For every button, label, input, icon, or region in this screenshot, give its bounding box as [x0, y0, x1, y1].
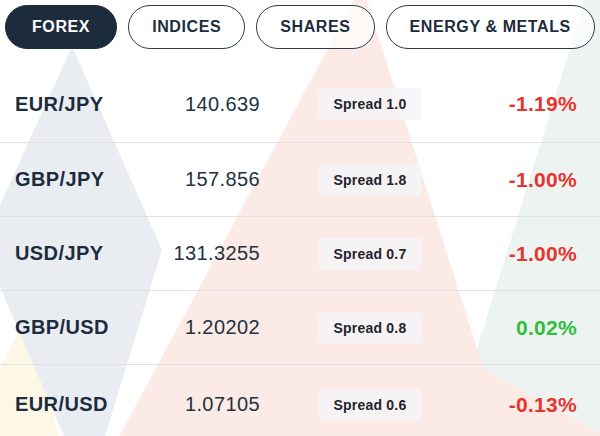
table-row[interactable]: EUR/USD 1.07105 Spread 0.6 -0.13% [0, 364, 600, 436]
pair-label: EUR/USD [0, 393, 150, 416]
change-value: -0.13% [480, 393, 600, 417]
table-row[interactable]: USD/JPY 131.3255 Spread 0.7 -1.00% [0, 216, 600, 290]
price-value: 1.20202 [150, 316, 260, 339]
price-value: 140.639 [150, 93, 260, 116]
change-value: -1.00% [480, 168, 600, 192]
spread-column: Spread 1.8 [260, 164, 480, 196]
change-value: 0.02% [480, 316, 600, 340]
spread-badge: Spread 0.8 [319, 312, 422, 344]
spread-column: Spread 0.7 [260, 238, 480, 270]
change-value: -1.19% [480, 92, 600, 116]
table-row[interactable]: GBP/USD 1.20202 Spread 0.8 0.02% [0, 290, 600, 364]
spread-badge: Spread 1.0 [319, 88, 422, 120]
spread-column: Spread 1.0 [260, 88, 480, 120]
table-row[interactable]: GBP/JPY 157.856 Spread 1.8 -1.00% [0, 142, 600, 216]
table-row[interactable]: EUR/JPY 140.639 Spread 1.0 -1.19% [0, 60, 600, 142]
category-tab-bar: FOREX INDICES SHARES ENERGY & METALS [5, 5, 595, 49]
spread-badge: Spread 0.7 [319, 238, 422, 270]
pair-label: EUR/JPY [0, 93, 150, 116]
spread-column: Spread 0.8 [260, 312, 480, 344]
price-value: 131.3255 [150, 242, 260, 265]
price-value: 157.856 [150, 168, 260, 191]
pair-label: GBP/USD [0, 316, 150, 339]
pair-label: GBP/JPY [0, 168, 150, 191]
spread-badge: Spread 1.8 [319, 164, 422, 196]
pair-label: USD/JPY [0, 242, 150, 265]
tab-shares[interactable]: SHARES [256, 5, 374, 49]
quotes-table: EUR/JPY 140.639 Spread 1.0 -1.19% GBP/JP… [0, 60, 600, 436]
spread-badge: Spread 0.6 [319, 389, 422, 421]
tab-indices[interactable]: INDICES [128, 5, 245, 49]
spread-column: Spread 0.6 [260, 389, 480, 421]
tab-energy-metals[interactable]: ENERGY & METALS [386, 5, 595, 49]
price-value: 1.07105 [150, 393, 260, 416]
trading-quotes-widget: { "tabs": [ { "label": "FOREX", "active"… [0, 0, 600, 436]
tab-forex[interactable]: FOREX [5, 5, 117, 49]
change-value: -1.00% [480, 242, 600, 266]
